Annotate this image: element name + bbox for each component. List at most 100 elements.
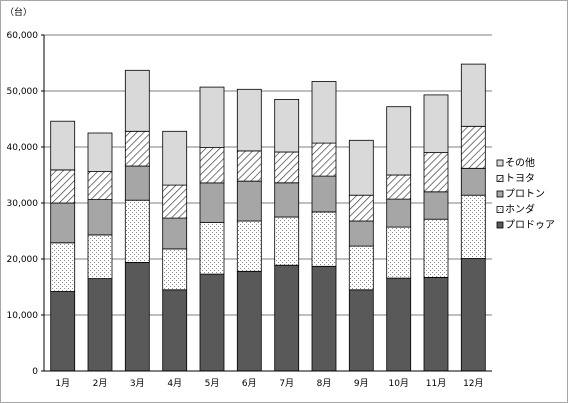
y-tick-label: 40,000 <box>7 143 39 153</box>
bar-segment <box>311 265 337 372</box>
bar-segment <box>460 125 486 169</box>
bar-segment <box>162 217 188 250</box>
bar-segment <box>50 291 76 372</box>
bar-stack <box>162 130 188 372</box>
bar-segment <box>50 169 76 204</box>
bar-segment <box>199 86 225 148</box>
bar-segment <box>50 120 76 171</box>
y-axis-unit-label: （台） <box>5 6 32 18</box>
legend-swatch <box>496 175 504 182</box>
bar-segment <box>460 167 486 196</box>
bar-segment <box>423 218 449 278</box>
legend-label: その他 <box>505 156 535 169</box>
legend-item: ホンダ <box>496 203 535 216</box>
bar-segment <box>162 289 188 372</box>
bar-segment <box>199 222 225 275</box>
bar-segment <box>460 194 486 259</box>
legend-label: プロドゥア <box>505 219 555 231</box>
x-tick-label: 7月 <box>279 378 294 389</box>
x-axis-ticks: 1月 2月 3月 4月 5月 6月 7月 8月 9月 10月 11月 12月 <box>55 378 483 389</box>
bar-segment <box>236 270 262 372</box>
bar-segment <box>124 261 150 372</box>
bar-segment <box>274 151 300 184</box>
bar-segment <box>236 88 262 152</box>
bar-segment <box>199 182 225 224</box>
gridlines <box>44 34 492 316</box>
bar-segment <box>386 226 412 279</box>
bar-segment <box>50 202 76 244</box>
x-tick-label: 2月 <box>93 378 108 389</box>
x-tick-label: 10月 <box>388 378 408 389</box>
y-tick-label: 10,000 <box>7 311 39 321</box>
bar-segment <box>162 130 188 186</box>
x-tick-label: 5月 <box>205 378 220 389</box>
legend-label: プロトン <box>505 188 545 200</box>
bar-stack <box>423 94 449 372</box>
legend-item: その他 <box>496 156 535 169</box>
axes <box>41 34 492 372</box>
bar-segment <box>274 99 300 153</box>
legend-label: トヨタ <box>505 173 535 185</box>
x-tick-label: 9月 <box>354 378 369 389</box>
x-tick-label: 12月 <box>463 378 483 389</box>
bar-segment <box>460 63 486 127</box>
bar-segment <box>87 199 113 236</box>
bar-segment <box>274 264 300 372</box>
y-tick-label: 20,000 <box>7 255 39 265</box>
x-tick-label: 8月 <box>317 378 332 389</box>
x-tick-label: 4月 <box>167 378 182 389</box>
bar-segment <box>423 94 449 154</box>
bar-stack <box>124 69 150 372</box>
y-axis-ticks: 0 10,000 20,000 30,000 40,000 50,000 60,000 <box>7 31 39 377</box>
y-tick-label: 50,000 <box>7 87 39 97</box>
bar-segment <box>236 150 262 182</box>
bar-stack <box>236 88 262 372</box>
bar-stack <box>50 120 76 372</box>
y-tick-label: 0 <box>32 367 38 377</box>
bar-stack <box>87 132 113 372</box>
bar-segment <box>348 139 374 196</box>
bar-segment <box>236 180 262 222</box>
legend-item: プロトン <box>496 188 545 200</box>
bar-segment <box>348 220 374 247</box>
bar-segment <box>87 234 113 279</box>
bar-segment <box>460 257 486 372</box>
legend-swatch <box>496 190 504 198</box>
legend-item: プロドゥア <box>496 219 555 231</box>
bar-segment <box>199 147 225 184</box>
x-tick-label: 6月 <box>242 378 257 389</box>
bar-segment <box>386 174 412 200</box>
bar-stack <box>386 106 412 372</box>
bar-segment <box>87 132 113 172</box>
bar-segment <box>162 184 188 219</box>
bar-stack <box>199 86 225 372</box>
bar-stack <box>311 81 337 372</box>
bar-segment <box>386 277 412 372</box>
bar-segment <box>423 277 449 372</box>
bars <box>50 63 486 372</box>
bar-segment <box>311 81 337 144</box>
bar-segment <box>124 69 150 132</box>
bar-segment <box>274 216 300 266</box>
legend-item: トヨタ <box>496 173 535 185</box>
bar-segment <box>423 191 449 220</box>
bar-segment <box>124 199 150 263</box>
bar-segment <box>423 152 449 193</box>
bar-segment <box>162 248 188 291</box>
bar-stack <box>460 63 486 372</box>
bar-segment <box>348 194 374 222</box>
bar-segment <box>386 198 412 228</box>
bar-stack <box>348 139 374 372</box>
bar-segment <box>50 242 76 292</box>
bar-segment <box>311 211 337 267</box>
bar-segment <box>124 165 150 201</box>
bar-segment <box>311 175 337 213</box>
bar-segment <box>236 220 262 272</box>
bar-stack <box>274 99 300 372</box>
bar-segment <box>87 171 113 201</box>
legend-swatch <box>496 206 504 213</box>
y-tick-label: 60,000 <box>7 31 39 41</box>
bar-segment <box>87 278 113 372</box>
